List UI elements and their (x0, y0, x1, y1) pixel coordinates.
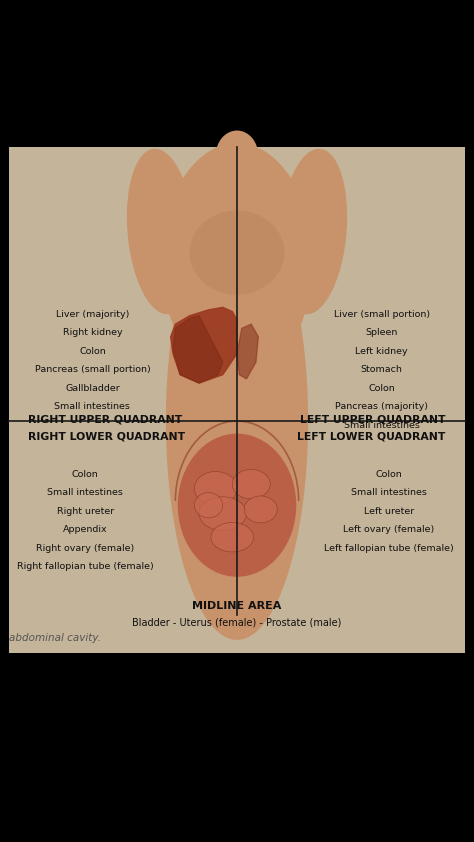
Polygon shape (237, 324, 258, 379)
Ellipse shape (216, 131, 258, 181)
Text: Small intestines: Small intestines (47, 488, 123, 498)
Text: Colon: Colon (375, 470, 402, 479)
Ellipse shape (194, 472, 237, 505)
Text: Liver (majority): Liver (majority) (56, 310, 129, 319)
Text: Pancreas (majority): Pancreas (majority) (335, 402, 428, 412)
Text: Right ureter: Right ureter (57, 507, 114, 516)
Text: Bladder - Uterus (female) - Prostate (male): Bladder - Uterus (female) - Prostate (ma… (132, 617, 342, 627)
Ellipse shape (221, 153, 252, 208)
Text: Small intestines: Small intestines (344, 421, 419, 430)
Text: Right ovary (female): Right ovary (female) (36, 544, 135, 553)
Text: Left fallopian tube (female): Left fallopian tube (female) (324, 544, 454, 553)
Text: Appendix: Appendix (63, 525, 108, 535)
Text: Small intestines: Small intestines (55, 402, 130, 412)
Text: Right fallopian tube (female): Right fallopian tube (female) (17, 562, 154, 572)
Text: Colon: Colon (72, 470, 99, 479)
Text: abdominal cavity.: abdominal cavity. (9, 633, 101, 643)
Text: Small intestines: Small intestines (351, 488, 427, 498)
Text: Stomach: Stomach (361, 365, 402, 375)
Text: Colon: Colon (79, 347, 106, 356)
Text: RIGHT LOWER QUADRANT: RIGHT LOWER QUADRANT (28, 431, 185, 441)
Bar (9, 147, 465, 615)
Text: Left ureter: Left ureter (364, 507, 414, 516)
Ellipse shape (161, 143, 313, 379)
Ellipse shape (166, 202, 308, 640)
Text: MIDLINE AREA: MIDLINE AREA (192, 601, 282, 611)
Ellipse shape (194, 493, 223, 518)
Text: Spleen: Spleen (365, 328, 398, 338)
Text: Left ovary (female): Left ovary (female) (343, 525, 434, 535)
Ellipse shape (190, 210, 284, 295)
Ellipse shape (211, 522, 254, 552)
Polygon shape (173, 316, 223, 383)
Text: LEFT UPPER QUADRANT: LEFT UPPER QUADRANT (300, 414, 446, 424)
Ellipse shape (279, 149, 347, 314)
Ellipse shape (244, 496, 277, 523)
Text: RIGHT UPPER QUADRANT: RIGHT UPPER QUADRANT (28, 414, 182, 424)
Text: LEFT LOWER QUADRANT: LEFT LOWER QUADRANT (297, 431, 446, 441)
Text: Liver (small portion): Liver (small portion) (334, 310, 429, 319)
Ellipse shape (199, 497, 246, 530)
Text: Colon: Colon (368, 384, 395, 393)
Ellipse shape (178, 434, 296, 577)
Ellipse shape (127, 149, 195, 314)
Text: Pancreas (small portion): Pancreas (small portion) (35, 365, 150, 375)
Text: Right kidney: Right kidney (63, 328, 122, 338)
Text: Left kidney: Left kidney (355, 347, 408, 356)
Ellipse shape (232, 469, 270, 498)
Text: Gallbladder: Gallbladder (65, 384, 120, 393)
Polygon shape (171, 307, 237, 383)
Bar (9, 615, 465, 653)
